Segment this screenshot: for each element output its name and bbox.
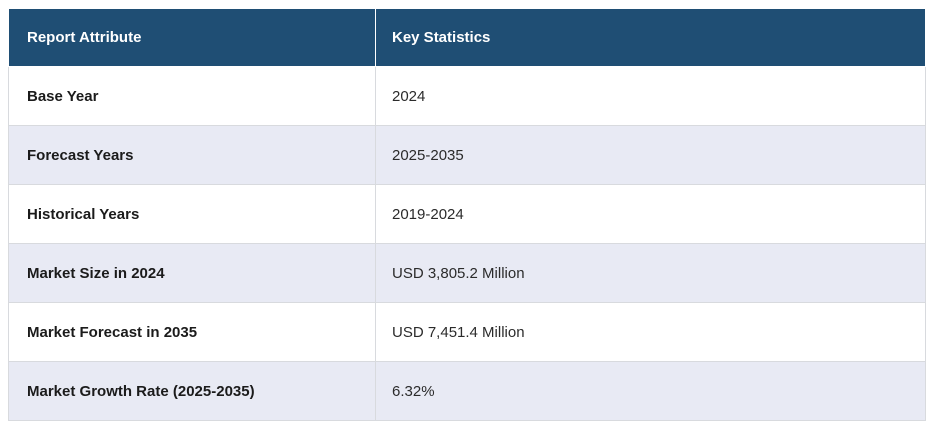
table-row: Market Forecast in 2035 USD 7,451.4 Mill… [8,302,926,362]
attribute-market-forecast-2035: Market Forecast in 2035 [8,302,376,362]
attribute-forecast-years: Forecast Years [8,125,376,185]
table-row: Market Growth Rate (2025-2035) 6.32% [8,361,926,421]
attribute-base-year: Base Year [8,66,376,126]
table-row: Market Size in 2024 USD 3,805.2 Million [8,243,926,303]
value-historical-years: 2019-2024 [375,184,926,244]
report-attributes-table: Report Attribute Key Statistics Base Yea… [8,8,926,421]
value-forecast-years: 2025-2035 [375,125,926,185]
table-body: Base Year 2024 Forecast Years 2025-2035 … [8,66,926,421]
value-market-forecast-2035: USD 7,451.4 Million [375,302,926,362]
header-row: Report Attribute Key Statistics [8,8,926,67]
table-row: Historical Years 2019-2024 [8,184,926,244]
value-market-size-2024: USD 3,805.2 Million [375,243,926,303]
header-report-attribute: Report Attribute [8,8,376,67]
attribute-market-growth-rate: Market Growth Rate (2025-2035) [8,361,376,421]
value-market-growth-rate: 6.32% [375,361,926,421]
table-header: Report Attribute Key Statistics [8,8,926,67]
attribute-market-size-2024: Market Size in 2024 [8,243,376,303]
table-row: Forecast Years 2025-2035 [8,125,926,185]
table-row: Base Year 2024 [8,66,926,126]
header-key-statistics: Key Statistics [375,8,926,67]
attribute-historical-years: Historical Years [8,184,376,244]
value-base-year: 2024 [375,66,926,126]
